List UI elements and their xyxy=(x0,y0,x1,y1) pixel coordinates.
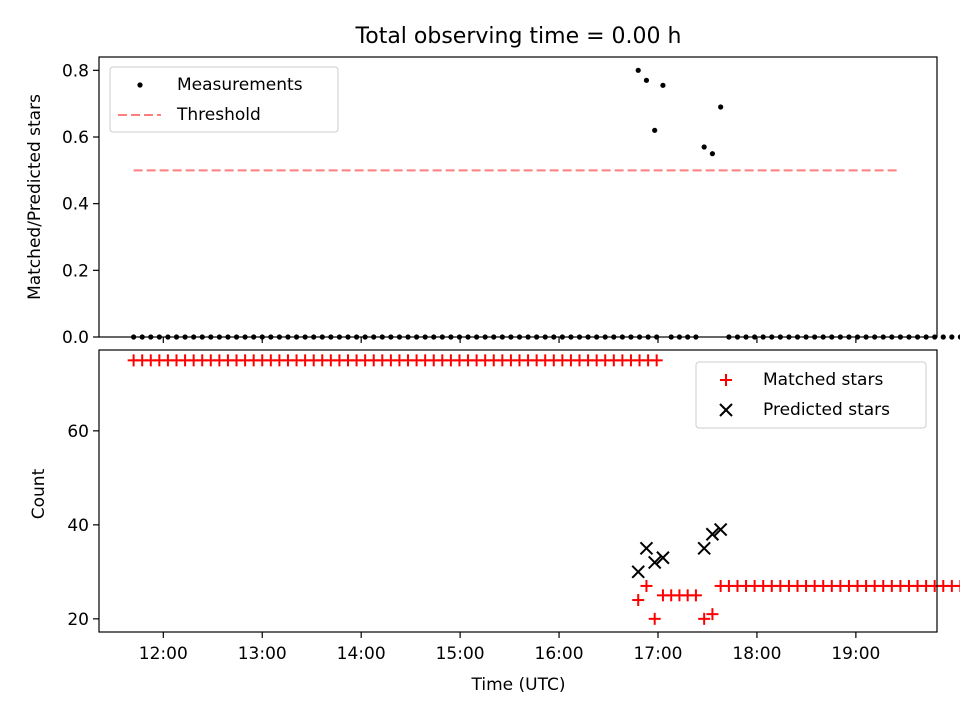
predicted-point-6 xyxy=(713,522,728,537)
bottom-ytick-label-2: 60 xyxy=(67,422,89,442)
legend-threshold-label: Threshold xyxy=(176,105,261,125)
top-y-ticks: 0.0 0.2 0.4 0.6 0.8 xyxy=(62,61,99,348)
bottom-x-ticks: 12:00 13:00 14:00 15:00 16:00 17:00 18:00 19:00 xyxy=(139,632,880,664)
predicted-point-4 xyxy=(697,541,711,556)
matched-point-104 xyxy=(698,612,711,625)
legend-matched-marker xyxy=(720,374,732,386)
bottom-xtick-label-4: 16:00 xyxy=(535,644,584,664)
bottom-y-ticks: 20 40 60 xyxy=(67,422,99,630)
bottom-xtick-label-1: 13:00 xyxy=(238,644,287,664)
matched-point-96 xyxy=(632,594,645,607)
top-ytick-label-4: 0.8 xyxy=(62,61,89,81)
matched-point-103 xyxy=(689,589,702,602)
measurement-point-100 xyxy=(957,334,960,340)
matched-point-98 xyxy=(648,612,661,625)
predicted-point-5 xyxy=(705,527,720,541)
legend-measurements-marker xyxy=(137,82,143,88)
predicted-point-3 xyxy=(656,551,670,565)
measurement-point-72 xyxy=(718,104,724,110)
bottom-xtick-label-6: 18:00 xyxy=(732,644,781,664)
predicted-point-1 xyxy=(639,541,654,556)
measurement-point-98 xyxy=(940,334,946,340)
matched-point-89 xyxy=(954,579,960,592)
matched-point-106 xyxy=(714,579,727,592)
chart-title: Total observing time = 0.00 h xyxy=(355,24,682,49)
x-axis-label: Time (UTC) xyxy=(471,675,566,695)
top-panel: Total observing time = 0.00 h Matched/Pr… xyxy=(25,24,960,348)
predicted-point-0 xyxy=(631,565,645,579)
bottom-xtick-label-5: 17:00 xyxy=(633,644,682,664)
bottom-ytick-label-1: 40 xyxy=(67,516,89,536)
bottom-plot-area xyxy=(127,354,960,625)
measurement-point-65 xyxy=(660,82,666,88)
top-y-axis-label: Matched/Predicted stars xyxy=(25,94,45,300)
bottom-axes-frame xyxy=(98,349,938,633)
measurement-point-62 xyxy=(635,67,641,73)
top-ytick-label-0: 0.0 xyxy=(62,328,89,348)
top-ytick-label-3: 0.6 xyxy=(62,128,89,148)
measurement-point-99 xyxy=(949,334,955,340)
legend-predicted-marker xyxy=(719,403,733,417)
bottom-legend-box xyxy=(695,361,927,429)
top-legend-box xyxy=(109,66,339,133)
measurement-point-64 xyxy=(652,127,658,133)
predicted-point-2 xyxy=(647,555,662,570)
top-axes-frame xyxy=(98,56,938,338)
top-legend: Measurements Threshold xyxy=(109,66,339,133)
bottom-xtick-label-2: 14:00 xyxy=(337,644,386,664)
legend-predicted-label: Predicted stars xyxy=(763,400,890,420)
bottom-xtick-label-3: 15:00 xyxy=(436,644,485,664)
measurement-point-63 xyxy=(643,77,650,83)
matched-point-97 xyxy=(640,579,653,592)
top-ytick-label-2: 0.4 xyxy=(62,195,89,215)
matched-point-105 xyxy=(706,608,719,621)
measurement-point-70 xyxy=(701,144,707,150)
bottom-xtick-label-7: 19:00 xyxy=(831,644,880,664)
matched-point-61 xyxy=(650,354,663,367)
bottom-y-axis-label: Count xyxy=(29,468,49,519)
measurement-point-71 xyxy=(709,151,716,157)
legend-measurements-label: Measurements xyxy=(177,75,303,95)
bottom-xtick-label-0: 12:00 xyxy=(139,644,188,664)
bottom-ytick-label-0: 20 xyxy=(67,610,89,630)
top-ytick-label-1: 0.2 xyxy=(62,261,89,281)
legend-matched-label: Matched stars xyxy=(763,370,883,390)
bottom-legend: Matched stars Predicted stars xyxy=(695,361,927,429)
